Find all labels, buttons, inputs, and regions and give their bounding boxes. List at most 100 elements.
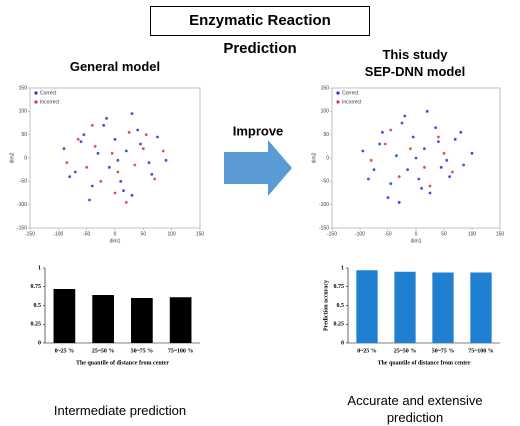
caption: Accurate and extensive prediction — [347, 393, 483, 425]
y-tick-label: 0 — [326, 155, 329, 161]
point — [397, 200, 401, 204]
point — [367, 177, 370, 181]
point — [68, 175, 72, 179]
point — [470, 151, 474, 155]
y-tick-label: 1 — [341, 265, 344, 271]
point — [153, 177, 157, 181]
point — [400, 121, 404, 125]
point — [164, 158, 168, 162]
y-tick-label: -100 — [17, 202, 27, 208]
point — [403, 114, 407, 118]
x-tick-label: 0~25 % — [357, 348, 377, 354]
bar — [169, 297, 192, 343]
x-tick-label: -150 — [327, 231, 337, 237]
point — [116, 158, 120, 162]
y-tick-label: 50 — [323, 132, 329, 138]
y-tick-label: 150 — [19, 85, 28, 91]
point — [130, 193, 134, 197]
point — [378, 142, 381, 146]
point — [437, 135, 440, 139]
point — [361, 149, 365, 153]
y-tick-label: 0 — [38, 340, 41, 346]
point — [85, 165, 89, 169]
y-tick-label: -50 — [322, 179, 329, 185]
point — [389, 182, 393, 186]
y-tick-label: 100 — [321, 109, 330, 115]
legend-label: Correct — [342, 90, 359, 96]
y-tick-label: -150 — [17, 225, 27, 231]
bar — [53, 289, 76, 343]
x-tick-label: 100 — [167, 231, 176, 237]
x-tick-label: 25~50 % — [394, 348, 417, 354]
x-tick-label: 50~75 % — [131, 348, 154, 354]
point — [96, 151, 100, 155]
point — [409, 147, 412, 151]
y-tick-label: 0.5 — [34, 303, 42, 309]
point — [442, 151, 446, 155]
point — [144, 133, 148, 137]
point — [124, 149, 128, 153]
y-tick-label: 100 — [19, 109, 28, 115]
main-title: Enzymatic Reaction Prediction — [150, 6, 370, 57]
point — [90, 123, 94, 127]
y-tick-label: 0.25 — [31, 322, 42, 328]
x-tick-label: 75~100 % — [168, 348, 194, 354]
point — [110, 151, 114, 155]
y-axis-label: dim2 — [9, 152, 15, 163]
point — [147, 161, 151, 165]
point — [119, 179, 123, 183]
point — [113, 137, 117, 141]
y-tick-label: 0 — [341, 340, 344, 346]
y-axis-label: dim2 — [311, 152, 317, 163]
legend-marker — [34, 91, 38, 95]
point — [150, 172, 154, 176]
point — [156, 135, 159, 139]
legend-label: Incorrect — [342, 99, 362, 105]
point — [423, 165, 426, 169]
y-tick-label: 0.5 — [337, 303, 345, 309]
point — [381, 130, 384, 134]
x-tick-label: 150 — [196, 231, 205, 237]
point — [127, 130, 131, 134]
legend-marker — [336, 91, 340, 95]
point — [139, 142, 142, 146]
point — [462, 163, 465, 167]
x-tick-label: -50 — [83, 231, 90, 237]
point — [389, 128, 393, 132]
x-tick-label: 50~75 % — [432, 348, 455, 354]
point — [124, 200, 128, 204]
point — [116, 170, 120, 174]
x-axis-label: The quantile of distance from center — [76, 360, 169, 366]
x-tick-label: -50 — [384, 231, 391, 237]
point — [73, 170, 77, 174]
bar — [432, 272, 454, 343]
y-tick-label: 50 — [21, 132, 27, 138]
point — [113, 191, 117, 195]
chart-subtitle: SEP-DNN model — [364, 64, 466, 79]
point — [122, 189, 125, 193]
legend-label: Correct — [40, 90, 57, 96]
point — [161, 149, 165, 153]
x-axis-label: The quantile of distance from center — [377, 360, 470, 366]
bar — [92, 295, 114, 343]
point — [445, 158, 449, 162]
point — [406, 168, 409, 172]
x-tick-label: 25~50 % — [92, 348, 115, 354]
y-tick-label: 0 — [24, 155, 27, 161]
point — [99, 179, 103, 183]
x-tick-label: -100 — [355, 231, 365, 237]
point — [133, 163, 137, 167]
y-tick-label: 0.25 — [334, 322, 345, 328]
x-tick-label: 100 — [468, 231, 477, 237]
point — [62, 147, 66, 151]
point — [425, 109, 429, 113]
y-tick-label: -150 — [319, 225, 329, 231]
point — [383, 142, 387, 146]
y-axis-label: Prediction accuracy — [323, 280, 329, 331]
improve-arrow — [224, 140, 292, 196]
bar-chart: 0 0.25 0.5 0.75 1 0~25 % 25~50 % 50~75 % 75~100 … — [323, 265, 500, 366]
chart-title: This study — [382, 47, 448, 62]
x-tick-label: 0 — [114, 231, 117, 237]
point — [451, 170, 454, 174]
